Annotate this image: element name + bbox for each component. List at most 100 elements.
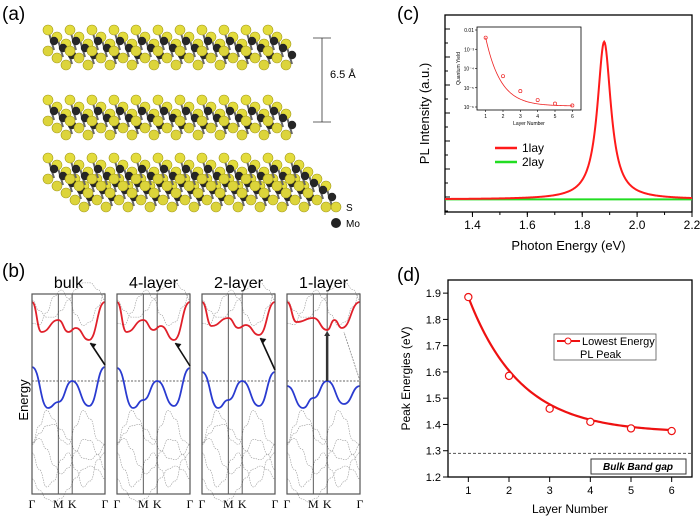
molybdenum-atom — [71, 164, 81, 174]
x-tick-label: 1.6 — [519, 218, 536, 232]
sulfur-atom — [130, 115, 142, 127]
sulfur-atom — [271, 180, 283, 192]
other-band — [116, 289, 191, 326]
data-point — [545, 404, 554, 413]
y-tick-label: 1.9 — [426, 288, 441, 300]
molybdenum-atom — [203, 36, 213, 46]
sulfur-atom — [271, 52, 283, 64]
sulfur-atom — [108, 152, 120, 164]
y-tick-label: 1.8 — [426, 314, 441, 326]
sulfur-atom — [42, 173, 54, 185]
inset-y-label: Quantum Yield — [456, 52, 462, 85]
sulfur-atom — [95, 52, 107, 64]
sulfur-atom — [82, 59, 94, 71]
kpoint-label: M — [138, 497, 149, 511]
band-panel-frame — [116, 293, 191, 495]
bulk-band-gap-box — [590, 458, 687, 475]
data-point — [464, 292, 473, 302]
sulfur-atom — [280, 59, 292, 71]
molybdenum-atom — [269, 106, 279, 116]
x-tick-label: 1 — [465, 485, 471, 497]
data-point — [501, 74, 505, 79]
sulfur-atom — [227, 52, 239, 64]
other-band — [286, 452, 361, 488]
other-band — [286, 465, 361, 503]
sulfur-atom — [227, 122, 239, 134]
other-band — [286, 410, 361, 445]
x-tick-label: 6 — [571, 114, 574, 120]
sulfur-atom — [232, 201, 244, 213]
molybdenum-atom — [225, 36, 235, 46]
y-tick-label: 10⁻⁵ — [464, 86, 474, 92]
band-panel-title: 1-layer — [299, 275, 349, 292]
data-point — [553, 101, 557, 106]
other-band — [31, 438, 106, 475]
sulfur-atom — [69, 194, 81, 206]
sulfur-atom — [82, 129, 94, 141]
molybdenum-atom — [269, 36, 279, 46]
molybdenum-atom — [137, 106, 147, 116]
indirect-transition-arrow — [343, 331, 361, 382]
sulfur-atom — [148, 187, 160, 199]
kpoint-label: M — [223, 497, 234, 511]
series-line-1lay — [444, 39, 693, 200]
sulfur-atom — [179, 194, 191, 206]
sulfur-atom — [174, 45, 186, 57]
sulfur-atom — [108, 45, 120, 57]
band-panel-title: 2-layer — [214, 275, 264, 292]
sulfur-atom — [64, 24, 76, 36]
other-band — [116, 452, 191, 488]
sulfur-atom — [218, 115, 230, 127]
sulfur-atom — [196, 45, 208, 57]
molybdenum-atom — [115, 106, 125, 116]
sulfur-atom — [64, 94, 76, 106]
sulfur-atom — [192, 129, 204, 141]
sulfur-atom — [130, 173, 142, 185]
sulfur-atom — [73, 180, 85, 192]
band-panel-title: bulk — [54, 275, 84, 292]
y-tick-label: 1.3 — [426, 446, 441, 458]
sulfur-atom — [240, 45, 252, 57]
sulfur-atom — [262, 173, 274, 185]
sulfur-atom — [60, 187, 72, 199]
pl-spectrum-chart: 1.4 1.6 1.8 2.0 2.2 Photon Energy (eV) PL Inte… — [417, 14, 700, 253]
valence-band — [286, 380, 361, 409]
y-tick-label: 1.5 — [426, 393, 441, 405]
y-axis-label: PL Intensity (a.u.) — [417, 63, 432, 164]
band-panel-bulk: bulk Γ M K Γ — [29, 275, 109, 511]
sulfur-atom — [104, 59, 116, 71]
sulfur-atom — [262, 152, 274, 164]
sulfur-atom — [320, 201, 332, 213]
y-tick-label: 1.7 — [426, 341, 441, 353]
sulfur-atom — [254, 201, 266, 213]
sulfur-atom — [139, 52, 151, 64]
valence-band — [31, 366, 106, 409]
legend-label-line2: PL Peak — [580, 349, 622, 361]
sulfur-atom — [218, 173, 230, 185]
sulfur-atom — [205, 180, 217, 192]
x-tick-label: 1.4 — [464, 218, 481, 232]
molybdenum-atom — [93, 36, 103, 46]
sulfur-atom — [157, 194, 169, 206]
sulfur-atom — [236, 129, 248, 141]
sulfur-atom — [170, 187, 182, 199]
sulfur-atom — [144, 201, 156, 213]
fit-curve — [467, 296, 672, 432]
sulfur-atom — [218, 152, 230, 164]
other-band — [201, 289, 276, 326]
sulfur-atom — [311, 194, 323, 206]
data-point — [586, 417, 595, 427]
y-tick-label: 0.01 — [464, 28, 474, 34]
sulfur-atom — [192, 59, 204, 71]
other-band — [286, 289, 361, 326]
molybdenum-atom — [159, 106, 169, 116]
panel-label-b: (b) — [2, 261, 25, 282]
sulfur-atom — [258, 129, 270, 141]
sulfur-atom — [130, 94, 142, 106]
sulfur-atom — [214, 187, 226, 199]
sulfur-swatch — [330, 201, 342, 213]
sulfur-atom — [298, 201, 310, 213]
molybdenum-atom — [93, 164, 103, 174]
other-band — [201, 452, 276, 488]
sulfur-atom — [227, 180, 239, 192]
